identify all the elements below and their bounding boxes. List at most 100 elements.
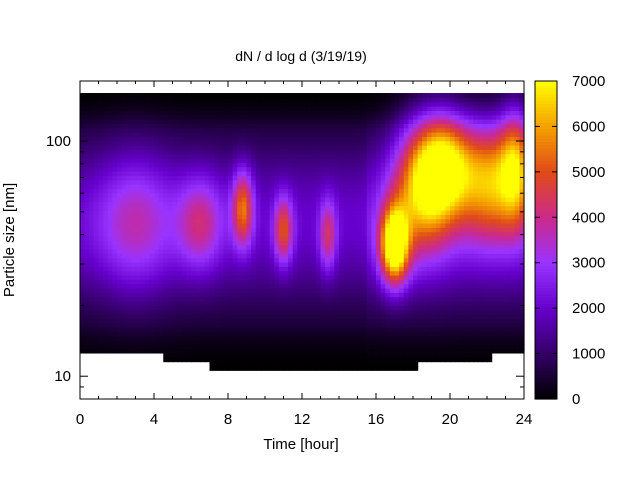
heatmap-cell (274, 339, 280, 345)
heatmap-cell (302, 188, 308, 194)
heatmap-cell (334, 292, 340, 298)
heatmap-cell (366, 106, 372, 111)
heatmap-cell (311, 274, 317, 280)
heatmap-cell (89, 136, 95, 142)
heatmap-cell (297, 166, 303, 172)
heatmap-cell (158, 266, 164, 272)
heatmap-cell (200, 266, 206, 272)
heatmap-cell (376, 266, 382, 272)
heatmap-cell (103, 244, 109, 250)
heatmap-cell (440, 127, 446, 133)
heatmap-cell (352, 365, 359, 371)
heatmap-cell (84, 279, 90, 285)
heatmap-cell (144, 101, 150, 107)
heatmap-cell (311, 348, 317, 354)
heatmap-cell (343, 218, 349, 224)
heatmap-cell (135, 257, 141, 263)
heatmap-cell (167, 348, 174, 354)
heatmap-cell (126, 158, 132, 163)
heatmap-cell (422, 114, 428, 120)
heatmap-cell (348, 283, 354, 289)
heatmap-cell (172, 313, 178, 319)
heatmap-cell (357, 106, 363, 111)
heatmap-cell (399, 287, 405, 293)
heatmap-cell (357, 270, 363, 276)
heatmap-cell (117, 184, 123, 189)
heatmap-cell (158, 227, 164, 233)
heatmap-cell (311, 240, 317, 246)
heatmap-cell (195, 331, 201, 337)
heatmap-cell (274, 101, 280, 107)
heatmap-cell (107, 106, 113, 111)
heatmap-cell (274, 270, 280, 276)
heatmap-cell (112, 326, 118, 332)
heatmap-cell (376, 296, 382, 302)
heatmap-cell (320, 300, 326, 306)
heatmap-cell (204, 257, 211, 263)
heatmap-cell (306, 339, 312, 345)
heatmap-cell (311, 110, 317, 116)
heatmap-cell (352, 244, 359, 250)
heatmap-cell (283, 292, 289, 298)
heatmap-cell (140, 227, 146, 233)
heatmap-cell (191, 123, 197, 129)
heatmap-cell (135, 132, 141, 137)
heatmap-cell (403, 253, 409, 259)
heatmap-cell (399, 145, 405, 150)
heatmap-cell (394, 300, 400, 306)
heatmap-cell (204, 175, 211, 181)
heatmap-cell (431, 136, 437, 142)
heatmap-cell (130, 244, 137, 250)
heatmap-cell (366, 132, 372, 137)
heatmap-cell (237, 101, 243, 107)
heatmap-cell (117, 106, 123, 111)
heatmap-cell (399, 274, 405, 280)
heatmap-cell (315, 231, 322, 237)
heatmap-cell (237, 140, 243, 146)
heatmap-cell (306, 184, 312, 189)
heatmap-cell (343, 326, 349, 332)
heatmap-cell (274, 296, 280, 302)
heatmap-cell (426, 266, 433, 272)
heatmap-cell (246, 110, 252, 116)
heatmap-cell (228, 292, 234, 298)
heatmap-cell (362, 296, 368, 302)
heatmap-cell (329, 127, 335, 133)
heatmap-cell (228, 235, 234, 241)
heatmap-cell (140, 205, 146, 211)
heatmap-cell (288, 175, 294, 181)
heatmap-cell (394, 348, 400, 354)
heatmap-cell (251, 119, 257, 124)
heatmap-cell (251, 270, 257, 276)
heatmap-cell (297, 274, 303, 280)
heatmap-cell (334, 231, 340, 237)
heatmap-cell (158, 331, 164, 337)
heatmap-cell (362, 171, 368, 176)
heatmap-cell (269, 201, 275, 207)
heatmap-cell (297, 209, 303, 215)
heatmap-cell (163, 248, 169, 254)
heatmap-cell (246, 253, 252, 259)
heatmap-cell (255, 136, 261, 142)
heatmap-cell (126, 196, 132, 202)
heatmap-cell (403, 231, 409, 237)
heatmap-cell (200, 192, 206, 198)
heatmap-cell (306, 235, 312, 241)
heatmap-cell (260, 214, 266, 220)
heatmap-cell (288, 184, 294, 189)
heatmap-cell (172, 162, 178, 168)
heatmap-cell (107, 123, 113, 129)
heatmap-cell (121, 274, 127, 280)
heatmap-cell (352, 192, 359, 198)
heatmap-cell (154, 344, 160, 350)
heatmap-cell (265, 335, 271, 341)
heatmap-cell (385, 227, 391, 233)
heatmap-cell (343, 179, 349, 185)
heatmap-cell (251, 231, 257, 237)
heatmap-cell (232, 149, 238, 155)
heatmap-cell (348, 248, 354, 254)
heatmap-cell (436, 158, 442, 163)
heatmap-cell (385, 119, 391, 124)
heatmap-cell (255, 318, 261, 324)
heatmap-cell (306, 292, 312, 298)
